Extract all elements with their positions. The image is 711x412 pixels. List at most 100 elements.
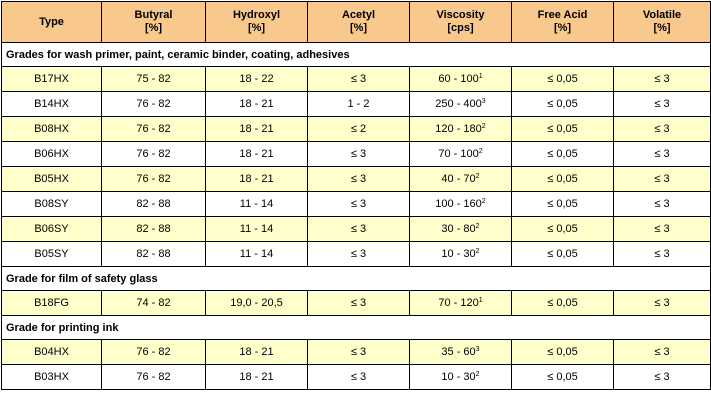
cell-butyral: 76 - 82: [101, 116, 206, 142]
header-viscosity: Viscosity [cps]: [409, 1, 512, 43]
cell-type: B04HX: [1, 339, 102, 365]
cell-acetyl: ≤ 3: [307, 141, 410, 167]
cell-viscosity: 35 - 603: [409, 339, 512, 365]
cell-butyral: 76 - 82: [101, 166, 206, 192]
viscosity-footnote-marker: 2: [475, 223, 480, 230]
table-row: B08SY 82 - 88 11 - 14 ≤ 3 100 - 1602 ≤ 0,05 ≤ …: [1, 191, 711, 217]
cell-viscosity: 70 - 1002: [409, 141, 512, 167]
cell-viscosity: 250 - 4003: [409, 91, 512, 117]
table-row: B14HX 76 - 82 18 - 21 1 - 2 250 - 4003 ≤ 0,05…: [1, 91, 711, 117]
table-row: B17HX 75 - 82 18 - 22 ≤ 3 60 - 1001 ≤ 0,05 ≤ 3: [1, 66, 711, 92]
cell-acetyl: ≤ 2: [307, 116, 410, 142]
cell-hydroxyl: 11 - 14: [205, 241, 308, 267]
viscosity-footnote-marker: 2: [475, 173, 480, 180]
cell-free-acid: ≤ 0,05: [511, 339, 614, 365]
header-hydroxyl-title: Hydroxyl: [232, 9, 281, 21]
cell-volatile: ≤ 3: [613, 91, 711, 117]
header-butyral: Butyral [%]: [101, 1, 206, 43]
cell-free-acid: ≤ 0,05: [511, 216, 614, 242]
header-viscosity-title: Viscosity: [436, 9, 485, 21]
cell-type: B18FG: [1, 290, 102, 316]
header-acetyl: Acetyl [%]: [307, 1, 410, 43]
cell-free-acid: ≤ 0,05: [511, 141, 614, 167]
cell-free-acid: ≤ 0,05: [511, 364, 614, 390]
header-viscosity-unit: [cps]: [447, 22, 474, 34]
section-row: Grade for printing ink: [1, 315, 711, 340]
cell-type: B06HX: [1, 141, 102, 167]
header-hydroxyl: Hydroxyl [%]: [205, 1, 308, 43]
header-hydroxyl-unit: [%]: [247, 22, 266, 34]
cell-acetyl: ≤ 3: [307, 290, 410, 316]
viscosity-value: 70 - 100: [438, 148, 479, 160]
viscosity-footnote-marker: 2: [481, 123, 486, 130]
viscosity-value: 100 - 160: [435, 198, 482, 210]
section-row: Grade for film of safety glass: [1, 266, 711, 291]
cell-butyral: 82 - 88: [101, 241, 206, 267]
header-type: Type: [1, 1, 102, 43]
cell-hydroxyl: 19,0 - 20,5: [205, 290, 308, 316]
section-title: Grade for film of safety glass: [1, 266, 711, 291]
cell-type: B17HX: [1, 66, 102, 92]
cell-type: B03HX: [1, 364, 102, 390]
table-row: B05HX 76 - 82 18 - 21 ≤ 3 40 - 702 ≤ 0,05 ≤ 3: [1, 166, 711, 192]
header-acetyl-title: Acetyl: [341, 9, 376, 21]
cell-viscosity: 40 - 702: [409, 166, 512, 192]
table-row: B06HX 76 - 82 18 - 21 ≤ 3 70 - 1002 ≤ 0,05 ≤ 3: [1, 141, 711, 167]
cell-acetyl: ≤ 3: [307, 216, 410, 242]
cell-volatile: ≤ 3: [613, 141, 711, 167]
cell-hydroxyl: 18 - 21: [205, 91, 308, 117]
cell-type: B05SY: [1, 241, 102, 267]
cell-volatile: ≤ 3: [613, 241, 711, 267]
cell-hydroxyl: 18 - 21: [205, 141, 308, 167]
cell-free-acid: ≤ 0,05: [511, 116, 614, 142]
viscosity-value: 10 - 30: [441, 248, 476, 260]
viscosity-value: 40 - 70: [441, 173, 476, 185]
cell-free-acid: ≤ 0,05: [511, 91, 614, 117]
header-free-acid-unit: [%]: [553, 22, 572, 34]
cell-hydroxyl: 18 - 21: [205, 339, 308, 365]
viscosity-value: 35 - 60: [441, 346, 476, 358]
table-row: B04HX 76 - 82 18 - 21 ≤ 3 35 - 603 ≤ 0,05 ≤ 3: [1, 339, 711, 365]
cell-acetyl: ≤ 3: [307, 339, 410, 365]
viscosity-footnote-marker: 3: [475, 346, 480, 353]
viscosity-value: 120 - 180: [435, 123, 482, 135]
viscosity-value: 10 - 30: [441, 371, 476, 383]
cell-viscosity: 60 - 1001: [409, 66, 512, 92]
table-row: B08HX 76 - 82 18 - 21 ≤ 2 120 - 1802 ≤ 0,05 ≤ …: [1, 116, 711, 142]
header-volatile-unit: [%]: [653, 22, 671, 34]
cell-type: B08SY: [1, 191, 102, 217]
cell-butyral: 74 - 82: [101, 290, 206, 316]
cell-viscosity: 120 - 1802: [409, 116, 512, 142]
cell-butyral: 76 - 82: [101, 91, 206, 117]
viscosity-footnote-marker: 2: [481, 198, 486, 205]
cell-hydroxyl: 18 - 21: [205, 364, 308, 390]
cell-free-acid: ≤ 0,05: [511, 66, 614, 92]
cell-butyral: 76 - 82: [101, 364, 206, 390]
cell-type: B08HX: [1, 116, 102, 142]
header-acetyl-unit: [%]: [349, 22, 368, 34]
cell-butyral: 75 - 82: [101, 66, 206, 92]
viscosity-value: 70 - 120: [438, 297, 479, 309]
header-butyral-title: Butyral: [134, 9, 173, 21]
viscosity-value: 30 - 80: [441, 223, 476, 235]
header-type-title: Type: [39, 15, 64, 28]
cell-acetyl: ≤ 3: [307, 166, 410, 192]
section-title: Grades for wash primer, paint, ceramic b…: [1, 42, 711, 67]
cell-volatile: ≤ 3: [613, 116, 711, 142]
header-volatile-title: Volatile: [642, 9, 682, 21]
cell-acetyl: ≤ 3: [307, 66, 410, 92]
cell-butyral: 82 - 88: [101, 191, 206, 217]
header-volatile: Volatile [%]: [613, 1, 711, 43]
header-row: Type Butyral [%] Hydroxyl [%] Acetyl [%]…: [1, 1, 711, 43]
cell-hydroxyl: 11 - 14: [205, 216, 308, 242]
table-body: Grades for wash primer, paint, ceramic b…: [1, 42, 711, 390]
table-row: B06SY 82 - 88 11 - 14 ≤ 3 30 - 802 ≤ 0,05 ≤ 3: [1, 216, 711, 242]
viscosity-footnote-marker: 3: [481, 98, 486, 105]
header-free-acid: Free Acid [%]: [511, 1, 614, 43]
cell-free-acid: ≤ 0,05: [511, 166, 614, 192]
cell-free-acid: ≤ 0,05: [511, 191, 614, 217]
cell-free-acid: ≤ 0,05: [511, 290, 614, 316]
cell-viscosity: 100 - 1602: [409, 191, 512, 217]
viscosity-footnote-marker: 2: [475, 248, 480, 255]
table-row: B05SY 82 - 88 11 - 14 ≤ 3 10 - 302 ≤ 0,05 ≤ 3: [1, 241, 711, 267]
